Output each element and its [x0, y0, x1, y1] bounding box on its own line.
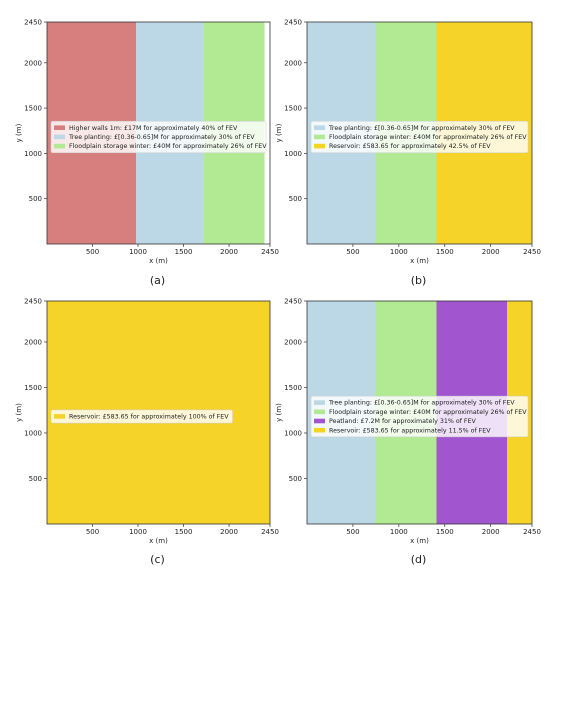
legend: Reservoir: £583.65 for approximately 100… — [50, 409, 233, 424]
y-axis-label: y (m) — [15, 123, 23, 142]
chart-panel-3: 500 1000 1500 2000 2450 500 1000 1500 2000 2450 x … — [275, 298, 541, 567]
legend-entry: Reservoir: £583.65 for approximately 100… — [69, 414, 229, 421]
y-tick-label: 2450 — [24, 19, 42, 27]
y-tick-label: 1000 — [284, 150, 302, 158]
y-tick-label: 500 — [289, 475, 302, 483]
legend-swatch — [54, 125, 65, 130]
panel-label: (d) — [411, 553, 427, 566]
legend-swatch — [314, 427, 325, 433]
y-tick-label: 1000 — [284, 429, 302, 437]
x-tick-label: 500 — [346, 248, 359, 256]
legend-box — [50, 120, 267, 154]
y-tick-label: 2000 — [24, 59, 42, 67]
x-tick-label: 1000 — [390, 248, 408, 256]
x-tick-label: 1000 — [129, 528, 147, 536]
panel-label: (b) — [411, 274, 427, 287]
y-tick-label: 1500 — [284, 384, 302, 392]
y-tick-label: 2450 — [24, 298, 42, 306]
legend-box — [50, 409, 233, 424]
x-tick-label: 2450 — [261, 528, 279, 536]
x-tick-label: 2000 — [220, 248, 238, 256]
legend-swatch — [54, 143, 65, 149]
chart-panel-1: 500 1000 1500 2000 2450 500 1000 1500 2000 2450 x … — [275, 19, 541, 288]
y-tick-label: 1500 — [284, 105, 302, 113]
legend-box — [310, 120, 529, 154]
legend-swatch — [314, 400, 325, 405]
x-tick-label: 500 — [346, 528, 359, 536]
chart-panel-2: 500 1000 1500 2000 2450 500 1000 1500 2000 2450 x … — [15, 298, 279, 567]
x-tick-label: 1500 — [436, 248, 454, 256]
x-tick-label: 2450 — [261, 248, 279, 256]
panel-label: (c) — [150, 553, 165, 566]
x-tick-label: 1000 — [129, 248, 147, 256]
legend: Tree planting: £[0.36-0.65]M for approxi… — [310, 395, 529, 438]
x-tick-label: 1500 — [436, 528, 454, 536]
legend: Higher walls 1m: £17M for approximately … — [50, 120, 267, 154]
y-tick-label: 2450 — [284, 298, 302, 306]
x-tick-label: 500 — [86, 528, 99, 536]
y-axis-label: y (m) — [275, 123, 283, 142]
y-tick-label: 2000 — [24, 338, 42, 346]
legend-swatch — [314, 418, 325, 424]
legend-swatch — [314, 125, 325, 130]
y-tick-label: 2000 — [284, 59, 302, 67]
x-tick-label: 1500 — [175, 248, 193, 256]
y-tick-label: 2000 — [284, 338, 302, 346]
axes-frame — [46, 21, 271, 245]
y-tick-label: 500 — [29, 195, 42, 203]
x-tick-label: 2000 — [482, 248, 500, 256]
x-tick-label: 2450 — [523, 248, 541, 256]
panel-label: (a) — [150, 274, 165, 287]
legend-entry: Peatland: £7.2M for approximately 31% of… — [329, 418, 477, 425]
legend-entry: Tree planting: £[0.36-0.65]M for approxi… — [328, 125, 515, 132]
chart-panel-0: 500 1000 1500 2000 2450 500 1000 1500 2000 2450 x … — [15, 19, 279, 288]
legend-entry: Tree planting: £[0.36-0.65]M for approxi… — [68, 134, 255, 141]
x-tick-label: 500 — [86, 248, 99, 256]
x-tick-label: 2000 — [482, 528, 500, 536]
x-tick-label: 1500 — [175, 528, 193, 536]
legend-entry: Floodplain storage winter: £40M for appr… — [329, 134, 527, 141]
legend-entry: Reservoir: £583.65 for approximately 11.… — [329, 427, 491, 434]
y-axis-label: y (m) — [15, 403, 23, 422]
axes-frame — [306, 21, 533, 245]
legend-entry: Floodplain storage winter: £40M for appr… — [329, 409, 527, 416]
x-axis-label: x (m) — [410, 257, 429, 265]
x-tick-label: 2000 — [220, 528, 238, 536]
y-tick-label: 1000 — [24, 429, 42, 437]
y-tick-label: 500 — [29, 475, 42, 483]
x-axis-label: x (m) — [149, 257, 168, 265]
legend: Tree planting: £[0.36-0.65]M for approxi… — [310, 120, 529, 154]
legend-entry: Floodplain storage winter: £40M for appr… — [69, 143, 267, 150]
y-tick-label: 2450 — [284, 19, 302, 27]
legend-entry: Tree planting: £[0.36-0.65]M for approxi… — [328, 400, 515, 407]
legend-box — [310, 395, 529, 438]
legend-swatch — [314, 409, 325, 415]
y-tick-label: 1500 — [24, 105, 42, 113]
legend-entry: Reservoir: £583.65 for approximately 42.… — [329, 143, 491, 150]
x-tick-label: 1000 — [390, 528, 408, 536]
axes-frame — [46, 300, 271, 525]
legend-entry: Higher walls 1m: £17M for approximately … — [69, 125, 238, 132]
legend-swatch — [314, 143, 325, 149]
y-axis-label: y (m) — [275, 403, 283, 422]
x-axis-label: x (m) — [149, 537, 168, 545]
legend-swatch — [314, 134, 325, 140]
y-tick-label: 1000 — [24, 150, 42, 158]
y-tick-label: 1500 — [24, 384, 42, 392]
axes-frame — [306, 300, 533, 525]
legend-swatch — [54, 414, 65, 419]
y-tick-label: 500 — [289, 195, 302, 203]
x-tick-label: 2450 — [523, 528, 541, 536]
x-axis-label: x (m) — [410, 537, 429, 545]
legend-swatch — [54, 134, 65, 140]
